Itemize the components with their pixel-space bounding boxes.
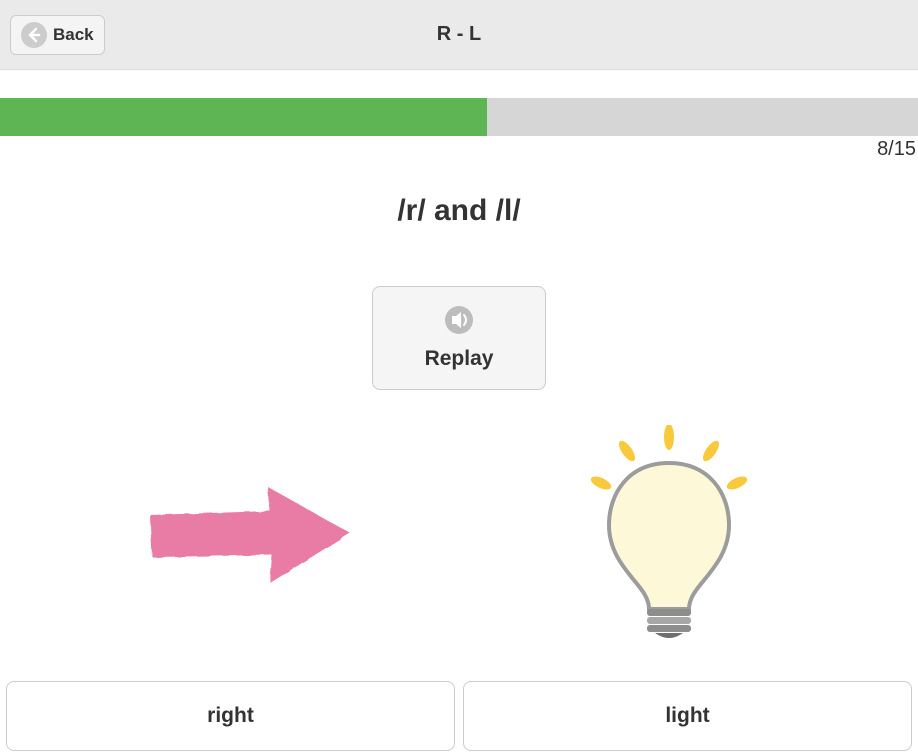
image-right [459,425,878,645]
progress-fill [0,98,487,136]
back-label: Back [53,25,94,45]
right-arrow-icon [140,475,360,595]
choices-row: right light [0,681,918,751]
content: /r/ and /l/ Replay [0,136,918,650]
back-button[interactable]: Back [10,15,105,55]
choice-left-button[interactable]: right [6,681,455,751]
page-title: R - L [437,23,481,46]
back-arrow-icon [21,22,47,48]
header: Back R - L [0,0,918,70]
speaker-icon [444,305,474,335]
lesson-subtitle: /r/ and /l/ [0,194,918,228]
replay-label: Replay [425,347,494,371]
image-left [40,475,459,595]
replay-button[interactable]: Replay [372,286,547,390]
images-row [0,420,918,650]
light-bulb-icon [579,425,759,645]
choice-right-button[interactable]: light [463,681,912,751]
progress-bar: 8/15 [0,98,918,136]
progress-count: 8/15 [877,138,916,161]
